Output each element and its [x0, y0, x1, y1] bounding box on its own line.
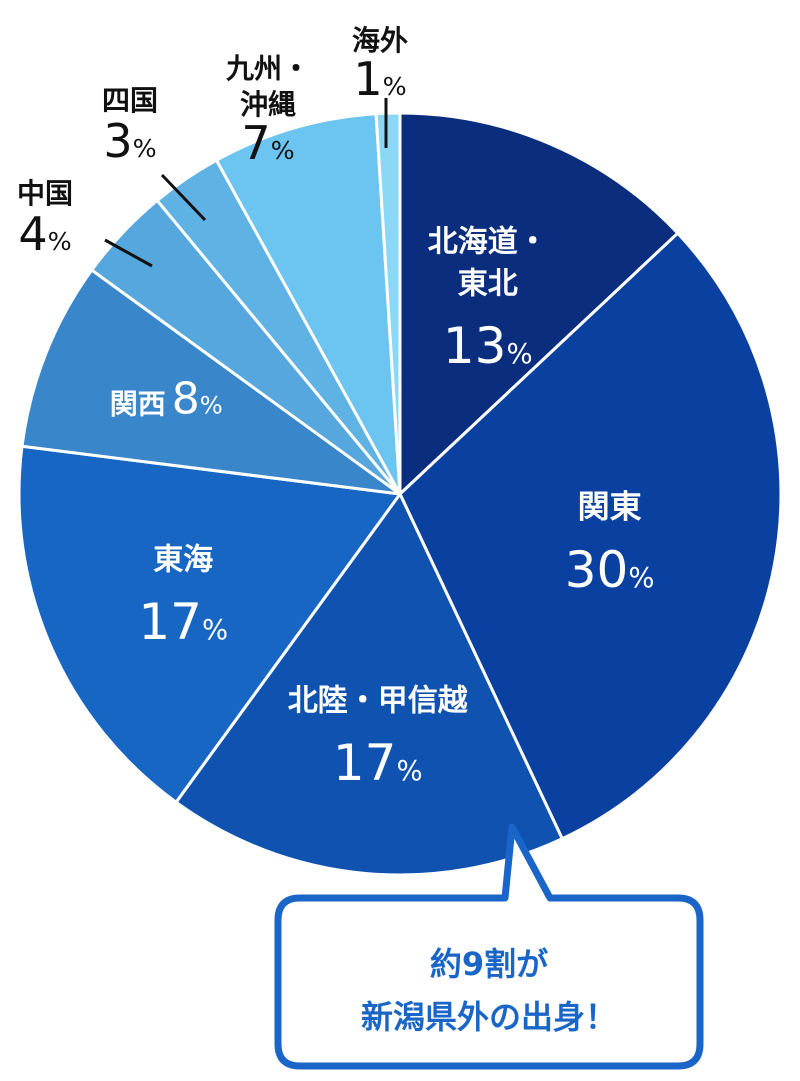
callout: 約9割が 新潟県外の出身！ [274, 823, 704, 1070]
slice-2 [398, 231, 783, 841]
slice-7-value: 3% [103, 114, 156, 168]
slice-6-value: 4% [18, 207, 71, 261]
slice-1-name-line-2: 東北 [458, 267, 518, 302]
slice-9-value: 1% [353, 52, 406, 106]
slice-6-name-line-1: 中国 [17, 177, 73, 210]
slice-8-name-line-1: 九州・ [226, 52, 310, 85]
slice-6-leader-line [104, 238, 153, 268]
slice-7-name-line-1: 四国 [102, 84, 158, 117]
slice-5 [20, 267, 401, 496]
slice-4-name-line-1: 東海 [153, 542, 213, 577]
pie-slices [17, 111, 783, 877]
slice-9 [374, 111, 402, 495]
slice-7-leader-line [160, 173, 207, 222]
slice-8-value: 7% [241, 116, 294, 170]
slice-2-value: 30% [565, 541, 655, 599]
slice-1 [398, 111, 680, 498]
slice-3-name-line-1: 北陸・甲信越 [288, 684, 469, 719]
slice-9-name-line-1: 海外 [352, 24, 408, 57]
slice-2-name-line-1: 関東 [578, 487, 642, 525]
slice-4 [17, 444, 403, 805]
slice-8 [214, 112, 402, 495]
outer-labels: 中国4% 四国3% 九州・沖縄7% 海外1% [17, 24, 408, 268]
slice-3-value: 17% [333, 734, 423, 792]
slice-5-label: 関西 8% [110, 373, 223, 424]
callout-bubble [274, 823, 704, 1070]
slice-8-name-line-2: 沖縄 [240, 88, 296, 121]
inner-labels: 北海道・東北 13% 関東 30% 北陸・甲信越 17% 東海 17% 関西 8% [110, 225, 655, 792]
slice-4-value: 17% [138, 593, 228, 651]
slice-1-name-line-1: 北海道・ [428, 225, 548, 260]
callout-line-1: 約9割が [430, 945, 548, 983]
slice-1-value: 13% [443, 317, 533, 375]
callout-line-2: 新潟県外の出身！ [361, 998, 617, 1036]
